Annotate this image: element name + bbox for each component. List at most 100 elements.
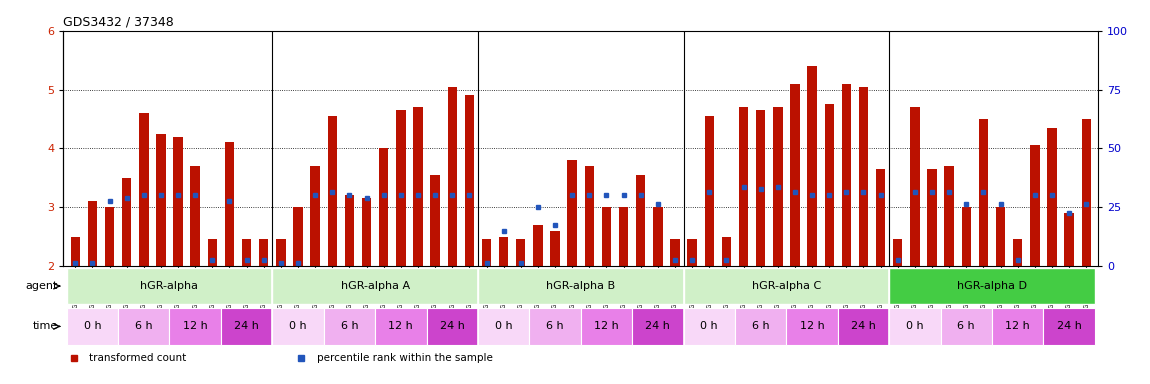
Bar <box>482 240 491 266</box>
Bar <box>67 308 118 344</box>
Text: 24 h: 24 h <box>851 321 876 331</box>
Bar <box>683 268 889 304</box>
Text: percentile rank within the sample: percentile rank within the sample <box>317 353 492 363</box>
Text: 6 h: 6 h <box>546 321 564 331</box>
Bar <box>889 308 941 344</box>
Bar <box>961 207 971 266</box>
Bar <box>1065 213 1074 266</box>
Text: 0 h: 0 h <box>84 321 101 331</box>
Bar <box>375 308 427 344</box>
Bar <box>756 110 766 266</box>
Bar <box>601 207 611 266</box>
Bar <box>396 110 406 266</box>
Text: 12 h: 12 h <box>1005 321 1030 331</box>
Bar <box>242 240 252 266</box>
Bar <box>1030 146 1040 266</box>
Bar <box>529 308 581 344</box>
Text: agent: agent <box>25 281 58 291</box>
Bar <box>910 107 920 266</box>
Bar <box>413 107 423 266</box>
Bar <box>996 207 1005 266</box>
Bar <box>191 166 200 266</box>
Bar <box>118 308 169 344</box>
Bar <box>478 268 683 304</box>
Text: 0 h: 0 h <box>494 321 513 331</box>
Bar <box>738 107 749 266</box>
Bar <box>430 175 439 266</box>
Bar <box>516 240 526 266</box>
Bar <box>683 308 735 344</box>
Bar <box>105 207 114 266</box>
Bar <box>70 237 80 266</box>
Text: 0 h: 0 h <box>906 321 923 331</box>
Text: 12 h: 12 h <box>595 321 619 331</box>
Bar <box>722 237 731 266</box>
Bar <box>787 308 838 344</box>
Bar <box>636 175 645 266</box>
Bar <box>619 207 628 266</box>
Bar <box>567 160 577 266</box>
Bar <box>169 308 221 344</box>
Text: 12 h: 12 h <box>183 321 207 331</box>
Bar <box>87 201 97 266</box>
Bar <box>889 268 1095 304</box>
Bar <box>345 195 354 266</box>
Bar <box>941 308 992 344</box>
Bar <box>259 240 268 266</box>
Bar <box>478 308 529 344</box>
Bar <box>688 240 697 266</box>
Bar <box>273 268 478 304</box>
Bar <box>1081 119 1091 266</box>
Bar <box>221 308 273 344</box>
Bar <box>139 113 148 266</box>
Text: 24 h: 24 h <box>645 321 670 331</box>
Bar <box>293 207 302 266</box>
Bar <box>174 137 183 266</box>
Text: 6 h: 6 h <box>958 321 975 331</box>
Bar <box>427 308 478 344</box>
Bar <box>653 207 662 266</box>
Bar <box>276 240 285 266</box>
Text: hGR-alpha B: hGR-alpha B <box>546 281 615 291</box>
Bar <box>1048 128 1057 266</box>
Text: 24 h: 24 h <box>235 321 259 331</box>
Bar <box>735 308 787 344</box>
Bar <box>328 116 337 266</box>
Bar <box>790 84 799 266</box>
Bar <box>842 84 851 266</box>
Bar <box>979 119 988 266</box>
Bar <box>362 198 371 266</box>
Text: 24 h: 24 h <box>1057 321 1081 331</box>
Text: hGR-alpha: hGR-alpha <box>140 281 199 291</box>
Text: 6 h: 6 h <box>340 321 359 331</box>
Bar <box>551 231 560 266</box>
Text: 6 h: 6 h <box>752 321 769 331</box>
Bar <box>670 240 680 266</box>
Bar <box>944 166 953 266</box>
Bar <box>499 237 508 266</box>
Bar <box>310 166 320 266</box>
Text: 0 h: 0 h <box>289 321 307 331</box>
Bar <box>632 308 683 344</box>
Text: 12 h: 12 h <box>799 321 825 331</box>
Bar <box>1043 308 1095 344</box>
Bar <box>208 240 217 266</box>
Bar <box>581 308 632 344</box>
Text: GDS3432 / 37348: GDS3432 / 37348 <box>63 16 174 28</box>
Text: time: time <box>32 321 58 331</box>
Bar <box>224 142 235 266</box>
Bar <box>380 148 389 266</box>
Bar <box>156 134 166 266</box>
Text: 24 h: 24 h <box>439 321 465 331</box>
Bar <box>876 169 886 266</box>
Bar <box>807 66 816 266</box>
Bar <box>447 86 457 266</box>
Bar <box>859 86 868 266</box>
Bar <box>825 104 834 266</box>
Text: transformed count: transformed count <box>90 353 186 363</box>
Bar <box>705 116 714 266</box>
Text: 12 h: 12 h <box>389 321 413 331</box>
Bar <box>894 240 903 266</box>
Bar <box>584 166 595 266</box>
Text: 6 h: 6 h <box>135 321 153 331</box>
